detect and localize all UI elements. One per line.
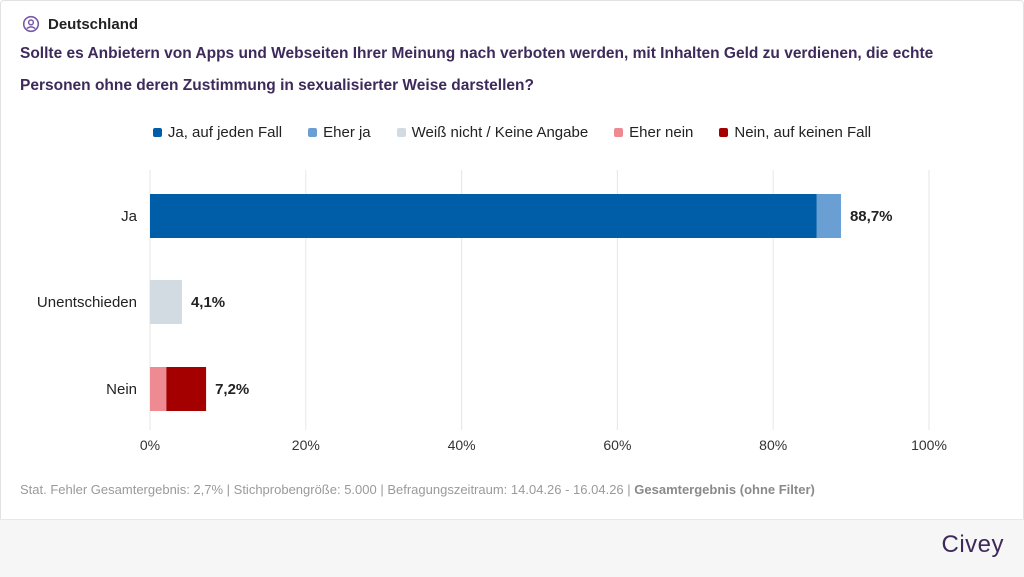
category-label: Nein bbox=[106, 381, 137, 398]
question-title: Sollte es Anbietern von Apps und Webseit… bbox=[20, 45, 934, 94]
filter-label: Gesamtergebnis (ohne Filter) bbox=[634, 482, 815, 497]
bar-segment bbox=[166, 367, 207, 411]
x-tick-label: 80% bbox=[759, 437, 787, 453]
survey-meta: Stat. Fehler Gesamtergebnis: 2,7% | Stic… bbox=[20, 482, 635, 497]
legend-label: Eher ja bbox=[323, 124, 371, 141]
x-tick-label: 40% bbox=[448, 437, 476, 453]
chart-legend: Ja, auf jeden Fall Eher ja Weiß nicht / Ke… bbox=[0, 124, 1024, 141]
x-tick-label: 100% bbox=[911, 437, 947, 453]
civey-logo[interactable]: Civey bbox=[941, 531, 1004, 558]
bar-segment bbox=[150, 280, 182, 324]
legend-item[interactable]: Nein, auf keinen Fall bbox=[719, 124, 871, 141]
total-label: 7,2% bbox=[215, 381, 249, 398]
legend-swatch bbox=[152, 128, 162, 137]
bar-segment bbox=[150, 367, 167, 411]
legend-item[interactable]: Eher nein bbox=[614, 124, 693, 141]
legend-label: Nein, auf keinen Fall bbox=[734, 124, 872, 141]
bar-chart: 0% 20% 40% 60% 80% 100% Ja 88,7% Unentschieden 4,… bbox=[37, 170, 947, 453]
legend-item[interactable]: Weiß nicht / Keine Angabe bbox=[396, 124, 589, 141]
total-label: 4,1% bbox=[191, 294, 225, 311]
category-label: Ja bbox=[121, 208, 138, 225]
legend-label: Ja, auf jeden Fall bbox=[167, 124, 283, 141]
x-tick-label: 0% bbox=[140, 437, 160, 453]
legend-swatch bbox=[396, 128, 406, 137]
footer-bar bbox=[0, 519, 1024, 577]
user-search-icon bbox=[22, 15, 40, 33]
legend-swatch bbox=[614, 128, 624, 137]
region-label: Deutschland bbox=[48, 15, 139, 33]
region-header: Deutschland bbox=[22, 15, 138, 33]
total-label: 88,7% bbox=[850, 208, 893, 225]
legend-label: Weiß nicht / Keine Angabe bbox=[411, 124, 589, 141]
survey-footnote: Stat. Fehler Gesamtergebnis: 2,7% | Stic… bbox=[20, 482, 815, 497]
x-tick-label: 60% bbox=[603, 437, 631, 453]
bar-segment bbox=[150, 194, 817, 238]
legend-swatch bbox=[308, 128, 318, 137]
legend-item[interactable]: Ja, auf jeden Fall bbox=[152, 124, 283, 141]
category-label: Unentschieden bbox=[37, 294, 137, 311]
legend-label: Eher nein bbox=[629, 124, 694, 141]
bar-segment bbox=[816, 194, 841, 238]
x-tick-label: 20% bbox=[292, 437, 320, 453]
legend-swatch bbox=[719, 128, 729, 137]
legend-item[interactable]: Eher ja bbox=[308, 124, 371, 141]
